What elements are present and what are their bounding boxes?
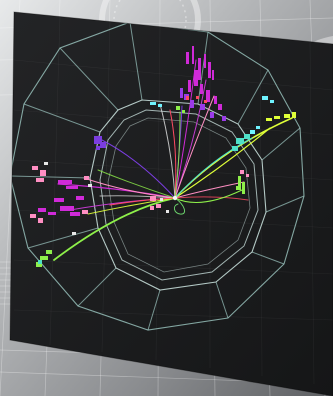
track-pink-right: [174, 181, 245, 199]
panel-background: [10, 12, 333, 396]
cluster-left-white: [44, 162, 92, 235]
inner-detector-ring-inner: [99, 109, 259, 281]
track-red-up: [169, 109, 177, 199]
track-green-up: [174, 111, 181, 199]
track-short-curl: [173, 197, 186, 215]
cluster-cyan-hits: [150, 96, 274, 134]
hit-clusters: [30, 46, 296, 267]
inner-detector-ring-core: [107, 117, 251, 273]
cluster-top-red: [186, 96, 207, 103]
cluster-green-top-hits: [176, 106, 185, 113]
track-green-left: [97, 169, 176, 199]
track-pink-up: [174, 95, 215, 199]
cluster-vertex-white: [160, 198, 169, 213]
track-pink-left: [83, 177, 176, 199]
track-violet-left-1: [101, 139, 176, 199]
cluster-left-magenta: [38, 180, 84, 216]
cluster-left-violet: [94, 136, 106, 150]
cluster-right-green-drop: [236, 176, 245, 194]
track-yellow-2: [174, 127, 271, 199]
track-magenta-up-1: [174, 59, 197, 199]
cluster-right-teal: [232, 134, 250, 151]
primary-vertex: [172, 195, 178, 201]
track-magenta-left-1: [57, 183, 176, 199]
outer-detector-ring: [10, 21, 305, 331]
track-green-long: [53, 197, 176, 261]
panel-edge: [9, 11, 333, 396]
track-yellow-left: [87, 197, 176, 215]
track-red-left: [109, 197, 176, 206]
cluster-right-yellow: [266, 112, 296, 121]
cluster-right-pink: [240, 170, 249, 177]
track-white-up: [159, 103, 176, 199]
panel-grid: [13, 15, 333, 385]
cluster-left-teal: [38, 260, 42, 264]
track-red-right: [174, 196, 249, 201]
cluster-left-green-tail: [36, 250, 52, 267]
cluster-vertex: [150, 196, 161, 210]
particle-tracks: [53, 59, 293, 261]
cluster-top-magenta: [186, 46, 222, 110]
cluster-left-pink: [30, 166, 89, 223]
track-white-left: [99, 195, 176, 199]
track-green-right-down: [174, 189, 243, 203]
detector-spokes: [10, 21, 305, 331]
